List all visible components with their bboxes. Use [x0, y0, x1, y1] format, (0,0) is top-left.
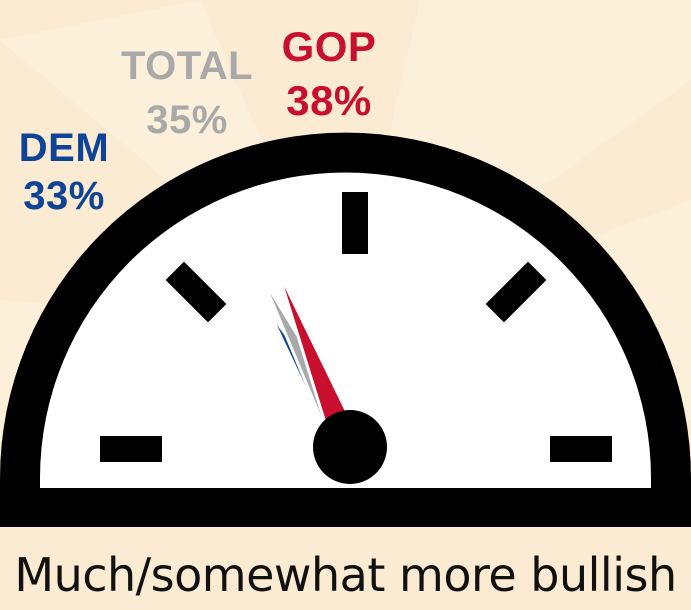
gop-value: 38%: [286, 77, 372, 124]
dem-label: DEM 33%: [8, 128, 120, 216]
tick-mark-left: [100, 436, 162, 462]
total-label: TOTAL 35%: [112, 46, 262, 140]
chart-caption: Much/somewhat more bullish: [14, 548, 677, 602]
dem-value: 33%: [23, 174, 105, 218]
total-series-name: TOTAL: [120, 44, 254, 88]
gop-series-name: GOP: [281, 23, 377, 70]
gop-label: GOP 38%: [262, 26, 396, 122]
tick-mark-upper-right: [485, 261, 547, 323]
tick-mark-top: [342, 192, 368, 254]
needle-hub: [313, 410, 387, 484]
dem-series-name: DEM: [18, 126, 110, 170]
gauge-face: [40, 172, 651, 489]
total-value: 35%: [146, 98, 228, 142]
tick-mark-right: [550, 436, 612, 462]
tick-mark-upper-left: [165, 261, 227, 323]
